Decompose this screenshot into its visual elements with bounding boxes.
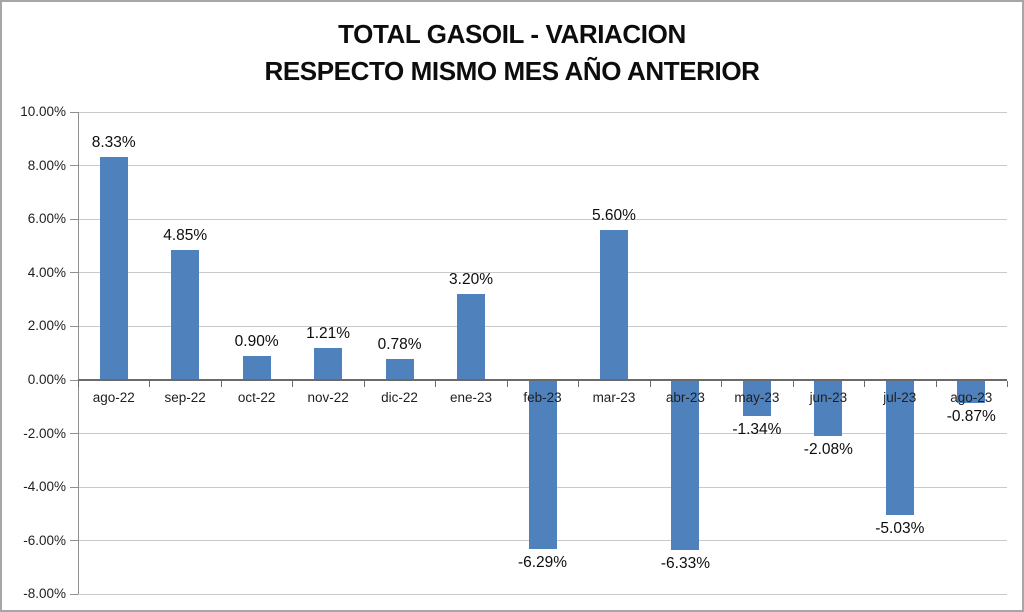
bar-dic-22[interactable] <box>385 359 414 380</box>
bar-jul-23[interactable] <box>885 381 914 515</box>
x-axis-tick <box>649 381 651 387</box>
chart-title-line2: RESPECTO MISMO MES AÑO ANTERIOR <box>264 56 760 86</box>
x-axis-category-label: ene-23 <box>450 390 493 405</box>
y-axis-tick-label: 2.00% <box>27 318 66 334</box>
bar-oct-22[interactable] <box>242 355 271 380</box>
x-axis-tick <box>578 381 580 387</box>
data-label-abr-23: -6.33% <box>660 554 710 572</box>
x-axis-tick <box>292 381 294 387</box>
y-axis-tick-label: 6.00% <box>27 211 66 227</box>
chart-title-line1: TOTAL GASOIL - VARIACION <box>338 19 686 49</box>
y-axis-tick <box>70 486 78 488</box>
y-axis-tick <box>70 111 78 113</box>
bar-ene-23[interactable] <box>457 294 486 380</box>
data-label-oct-22: 0.90% <box>234 332 279 350</box>
bar-ago-23[interactable] <box>957 381 986 404</box>
value-axis-line <box>78 112 79 595</box>
x-axis-tick <box>149 381 151 387</box>
bar-may-23[interactable] <box>742 381 771 416</box>
y-gridline <box>78 593 1007 595</box>
x-axis-category-label: oct-22 <box>237 390 276 405</box>
y-axis-tick <box>70 433 78 435</box>
y-axis-tick-label: -4.00% <box>23 479 66 495</box>
y-axis-tick-label: 0.00% <box>27 372 66 387</box>
x-axis-category-label: feb-23 <box>523 390 562 405</box>
y-axis-tick <box>70 272 78 274</box>
y-gridline <box>78 325 1007 327</box>
data-label-jul-23: -5.03% <box>875 519 925 537</box>
x-axis-tick <box>935 381 937 387</box>
y-axis-tick <box>70 379 78 381</box>
x-axis-category-label: mar-23 <box>592 390 636 405</box>
x-axis-category-label: dic-22 <box>381 390 418 405</box>
x-axis-tick <box>435 381 437 387</box>
chart-title: TOTAL GASOIL - VARIACION RESPECTO MISMO … <box>2 16 1022 90</box>
y-axis-tick-label: 8.00% <box>27 157 66 173</box>
y-gridline <box>78 218 1007 220</box>
x-axis-tick <box>220 381 222 387</box>
x-axis-category-label: ago-22 <box>92 390 135 405</box>
y-axis-tick <box>70 593 78 595</box>
y-gridline <box>78 165 1007 167</box>
y-axis-tick <box>70 165 78 167</box>
y-axis-tick <box>70 218 78 220</box>
y-gridline <box>78 111 1007 113</box>
data-label-jun-23: -2.08% <box>803 440 853 458</box>
x-axis-category-label: nov-22 <box>307 390 349 405</box>
category-axis-line <box>78 379 1007 381</box>
x-axis-category-label: sep-22 <box>164 390 206 405</box>
bar-ago-22[interactable] <box>99 156 128 380</box>
bar-abr-23[interactable] <box>671 381 700 550</box>
y-axis-tick-label: 10.00% <box>20 104 66 119</box>
data-label-dic-22: 0.78% <box>377 336 422 354</box>
x-axis-category-label: abr-23 <box>665 390 705 405</box>
y-axis-tick-label: -8.00% <box>23 586 66 602</box>
x-axis-category-label: jul-23 <box>883 390 917 405</box>
x-axis-category-label: may-23 <box>734 390 780 405</box>
data-label-ago-23: -0.87% <box>946 408 996 426</box>
y-axis-tick-label: -6.00% <box>23 532 66 548</box>
x-axis-tick <box>1007 381 1008 387</box>
y-gridline <box>78 272 1007 274</box>
y-axis-tick <box>70 540 78 542</box>
bar-nov-22[interactable] <box>314 347 343 380</box>
x-axis-tick <box>864 381 866 387</box>
data-label-feb-23: -6.29% <box>517 553 568 571</box>
y-axis-tick-label: -2.00% <box>23 425 66 441</box>
x-axis-category-label: ago-23 <box>950 390 993 405</box>
x-axis-tick <box>78 381 79 387</box>
bar-jun-23[interactable] <box>814 381 843 436</box>
bar-sep-22[interactable] <box>171 250 200 380</box>
data-label-mar-23: 5.60% <box>591 206 636 224</box>
y-axis-tick-label: 4.00% <box>27 264 66 280</box>
x-axis-tick <box>721 381 723 387</box>
x-axis-tick <box>506 381 508 387</box>
data-label-ene-23: 3.20% <box>449 271 493 289</box>
y-axis-tick <box>70 325 78 327</box>
x-axis-tick <box>792 381 794 387</box>
bar-mar-23[interactable] <box>599 229 628 380</box>
data-label-ago-22: 8.33% <box>91 133 136 151</box>
data-label-nov-22: 1.21% <box>306 324 351 342</box>
x-axis-tick <box>363 381 365 387</box>
data-label-sep-22: 4.85% <box>163 227 208 245</box>
x-axis-category-label: jun-23 <box>809 390 848 405</box>
data-label-may-23: -1.34% <box>732 420 782 438</box>
bar-feb-23[interactable] <box>528 381 557 549</box>
